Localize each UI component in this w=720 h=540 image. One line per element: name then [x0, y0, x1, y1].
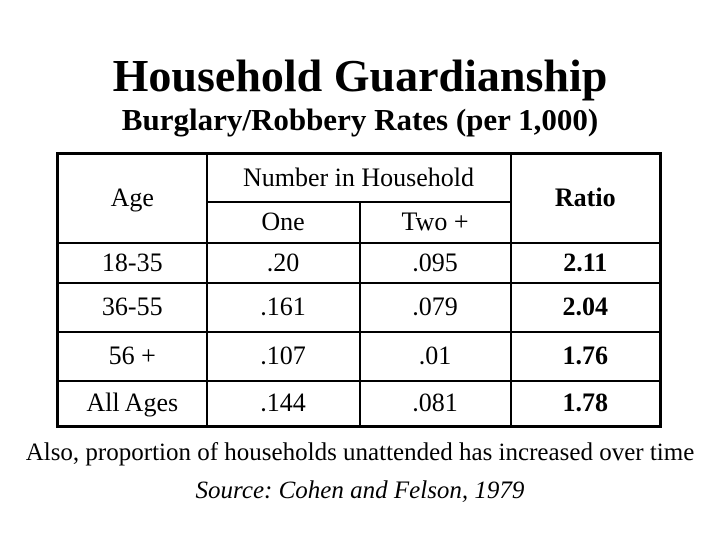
slide-subtitle: Burglary/Robbery Rates (per 1,000): [121, 102, 599, 137]
rates-table: Age Number in Household Ratio One Two + …: [56, 152, 662, 428]
table-row: All Ages .144 .081 1.78: [56, 380, 662, 428]
one-cell: .161: [205, 282, 361, 333]
two-cell: .095: [358, 242, 512, 284]
table-header-group: Number in Household: [205, 152, 512, 203]
ratio-cell: 2.11: [509, 242, 662, 284]
one-cell: .20: [205, 242, 361, 284]
slide-title: Household Guardianship: [112, 50, 608, 101]
note-text: Also, proportion of households unattende…: [25, 439, 695, 466]
two-cell: .081: [358, 380, 512, 428]
age-cell: 36-55: [56, 282, 208, 333]
one-cell: .144: [205, 380, 361, 428]
source-text: Source: Cohen and Felson, 1979: [195, 477, 525, 504]
two-cell: .079: [358, 282, 512, 333]
table-header-two: Two +: [358, 201, 512, 244]
table-header-row-top: Age Number in Household Ratio: [56, 152, 662, 244]
rates-table-container: Age Number in Household Ratio One Two + …: [56, 152, 662, 428]
table-header-row-bottom: One Two +: [58, 201, 661, 244]
one-cell: .107: [205, 331, 361, 382]
age-cell: All Ages: [56, 380, 208, 428]
table-header-age: Age: [56, 152, 208, 244]
table-row: 56 + .107 .01 1.76: [56, 331, 662, 382]
table-row: 18-35 .20 .095 2.11: [56, 242, 662, 284]
table-header-ratio: Ratio: [509, 152, 662, 244]
age-cell: 18-35: [56, 242, 208, 284]
ratio-cell: 1.76: [509, 331, 662, 382]
table-row: 36-55 .161 .079 2.04: [56, 282, 662, 333]
two-cell: .01: [358, 331, 512, 382]
age-cell: 56 +: [56, 331, 208, 382]
table-header-one: One: [205, 201, 361, 244]
ratio-cell: 1.78: [509, 380, 662, 428]
ratio-cell: 2.04: [509, 282, 662, 333]
